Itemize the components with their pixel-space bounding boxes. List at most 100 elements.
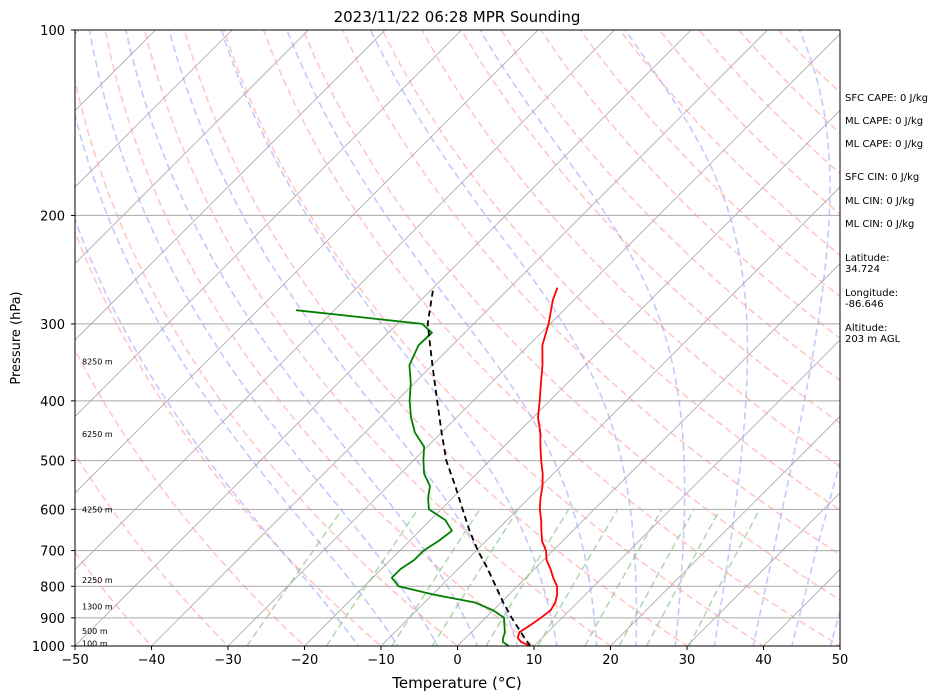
ml-cape-text: ML CAPE: 0 J/kg (845, 139, 924, 150)
dry-adiabat-line (143, 30, 612, 646)
moist-adiabat-line (479, 30, 686, 646)
moist-adiabat-line (286, 30, 598, 646)
isotherm-line (75, 30, 386, 341)
y-tick-label: 800 (40, 580, 65, 595)
moist-adiabat-line (829, 609, 840, 646)
y-axis-label: Pressure (hPa) (9, 291, 24, 384)
dry-adiabat-line (579, 30, 840, 298)
y-tick-label: 900 (40, 612, 65, 627)
ml-cin-text: ML CIN: 0 J/kg (845, 196, 915, 207)
x-tick-label: −10 (367, 653, 394, 668)
isotherm-line (303, 109, 840, 646)
mixing-ratio-line (391, 508, 481, 646)
longitude-value: -86.646 (845, 299, 884, 310)
mixing-ratio-line (584, 508, 663, 646)
y-tick-label: 1000 (32, 640, 65, 655)
y-tick-label: 400 (40, 395, 65, 410)
height-label: 4250 m (82, 505, 113, 514)
isotherm-line (75, 30, 616, 571)
isotherm-line (75, 30, 539, 494)
temperature-line (516, 287, 559, 646)
x-tick-label: 50 (832, 653, 849, 668)
x-tick-label: 30 (679, 653, 696, 668)
x-tick-label: −20 (291, 653, 318, 668)
dry-adiabat-line (381, 30, 840, 512)
ml-cape-text: ML CAPE: 0 J/kg (845, 116, 924, 127)
moist-adiabat-line (220, 30, 558, 646)
y-axis-ticks: 100 200 300 400 500 600 700 800 900 1000 (32, 24, 75, 655)
chart-title: 2023/11/22 06:28 MPR Sounding (334, 8, 581, 26)
height-label: 1300 m (82, 602, 113, 611)
dry-adiabat-line (460, 30, 840, 424)
isotherm-line (75, 30, 692, 646)
profile-lines (296, 287, 559, 646)
latitude-label: Latitude: (845, 253, 890, 264)
dry-adiabat-line (540, 30, 840, 340)
dry-adiabat-line (104, 30, 536, 646)
height-label: 100 m (82, 639, 108, 648)
y-tick-label: 100 (40, 24, 65, 39)
dry-adiabat-line (341, 30, 840, 556)
y-tick-label: 300 (40, 318, 65, 333)
dry-adiabat-line (75, 550, 153, 646)
x-tick-label: 40 (755, 653, 772, 668)
isotherm-line (227, 33, 840, 646)
isotherm-line (609, 415, 840, 646)
moist-adiabat-line (75, 112, 399, 646)
mixing-ratio-line (537, 508, 619, 646)
altitude-label: Altitude: (845, 323, 888, 334)
x-tick-label: 20 (602, 653, 619, 668)
isotherm-line (456, 262, 840, 646)
moist-adiabat-line (369, 30, 638, 646)
dry-adiabat-line (500, 30, 840, 382)
plot-frame (74, 29, 841, 647)
ml-cin-text: ML CIN: 0 J/kg (845, 219, 915, 230)
y-tick-label: 500 (40, 455, 65, 470)
y-tick-label: 200 (40, 209, 65, 224)
isotherm-line (686, 492, 840, 646)
parcel-path-line (426, 287, 531, 646)
isotherm-line (75, 30, 233, 188)
x-axis-label: Temperature (°C) (391, 674, 521, 692)
isotherm-line (380, 186, 840, 646)
dry-adiabat-line (262, 30, 840, 646)
moist-adiabat-line (88, 30, 439, 646)
longitude-label: Longitude: (845, 288, 899, 299)
moist-adiabat-line (125, 30, 479, 646)
dry-adiabat-line (302, 30, 840, 601)
mixing-ratio-line (688, 508, 761, 646)
isotherm-line (75, 30, 157, 112)
dry-adiabat-line (75, 347, 306, 646)
moist-adiabat-line (75, 217, 360, 646)
x-tick-label: −30 (214, 653, 241, 668)
height-label: 500 m (82, 627, 108, 636)
y-tick-label: 600 (40, 503, 65, 518)
moist-adiabat-line (791, 459, 840, 646)
height-labels: 8250 m 6250 m 4250 m 2250 m 1300 m 500 m 100 m (82, 357, 113, 648)
isotherm-line (150, 30, 769, 646)
dry-adiabat-line (75, 76, 459, 646)
sfc-cin-text: SFC CIN: 0 J/kg (845, 172, 920, 183)
x-tick-label: 10 (526, 653, 543, 668)
moist-adiabat-line (752, 30, 831, 646)
moist-adiabat-line (168, 30, 519, 646)
dry-adiabat-line (421, 30, 840, 468)
dry-adiabat-line (75, 452, 230, 646)
x-tick-label: 0 (453, 653, 461, 668)
latitude-value: 34.724 (845, 264, 880, 275)
y-tick-label: 700 (40, 545, 65, 560)
isotherm-line (75, 30, 463, 418)
height-label: 8250 m (82, 357, 113, 366)
dewpoint-line (296, 309, 510, 646)
x-axis-ticks: −50 −40 −30 −20 −10 0 10 20 30 40 50 (61, 646, 848, 668)
dry-adiabat-line (75, 229, 383, 646)
dry-adiabat-line (223, 30, 765, 646)
mixing-ratio-line (485, 508, 570, 646)
moist-adiabat-line (624, 30, 749, 646)
isotherm-line (75, 30, 310, 265)
height-label: 6250 m (82, 430, 113, 439)
dry-adiabat-line (183, 30, 689, 646)
height-label: 2250 m (82, 576, 113, 585)
x-tick-label: −50 (61, 653, 88, 668)
